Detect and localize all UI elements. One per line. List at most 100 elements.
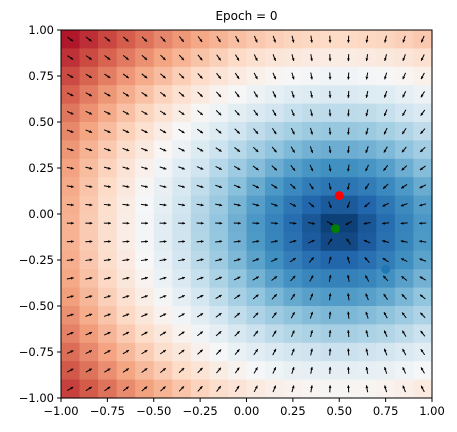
gradient-arrow-head — [420, 367, 424, 371]
gradient-arrow-head — [328, 58, 332, 62]
gradient-arrow-head — [383, 149, 387, 153]
gradient-arrow-head — [401, 149, 405, 153]
gradient-arrow-head — [347, 58, 350, 62]
gradient-arrow-head — [181, 295, 185, 298]
gradient-arrow-head — [145, 185, 148, 188]
gradient-arrow-head — [328, 293, 332, 297]
gradient-arrow-head — [107, 166, 111, 170]
gradient-arrow-head — [273, 294, 277, 298]
gradient-arrow-head — [420, 330, 424, 334]
gradient-arrow-head — [273, 367, 276, 371]
gradient-arrow-head — [346, 186, 350, 190]
gradient-arrow-head — [236, 112, 240, 116]
gradient-arrow-head — [70, 56, 74, 60]
y-tick-label: 0.75 — [28, 69, 54, 83]
gradient-arrow-head — [163, 276, 167, 280]
gradient-arrow-head — [291, 39, 295, 43]
gradient-arrow-head — [365, 58, 369, 62]
gradient-arrow-head — [71, 203, 74, 207]
gradient-arrow-head — [236, 385, 240, 389]
gradient-arrow-head — [163, 203, 167, 207]
gradient-arrow-head — [181, 331, 185, 335]
gradient-arrow-head — [126, 258, 130, 262]
gradient-arrow-head — [346, 293, 350, 297]
gradient-arrow-head — [346, 238, 350, 242]
gradient-arrow-head — [254, 367, 258, 371]
gradient-arrow-head — [70, 130, 74, 133]
gradient-arrow-head — [347, 348, 350, 352]
gradient-arrow-head — [163, 240, 167, 243]
gradient-arrow-head — [383, 275, 387, 279]
gradient-arrow-head — [328, 311, 332, 315]
gradient-arrow-head — [365, 113, 369, 117]
gradient-arrow-head — [365, 275, 368, 279]
gradient-arrow-head — [365, 385, 369, 389]
gradient-arrow-head — [219, 203, 223, 207]
gradient-arrow-head — [255, 112, 258, 116]
gradient-arrow-head — [218, 331, 222, 335]
y-tick-label: −0.75 — [19, 345, 54, 359]
gradient-arrow-head — [219, 258, 223, 262]
gradient-arrow-head — [310, 275, 314, 279]
gradient-arrow-head — [218, 385, 221, 389]
gradient-arrow-head — [200, 258, 204, 262]
gradient-arrow-head — [107, 38, 111, 42]
gradient-arrow-head — [292, 149, 295, 153]
gradient-arrow-head — [365, 76, 369, 80]
gradient-arrow-head — [310, 149, 314, 153]
gradient-arrow-head — [273, 76, 276, 80]
gradient-arrow-head — [328, 366, 332, 370]
gradient-arrow-head — [181, 313, 185, 317]
gradient-arrow-head — [181, 276, 185, 280]
gradient-arrow-head — [125, 57, 129, 60]
y-axis: 1.00 0.75 0.50 0.25 0.00 −0.25 −0.50 −0.75 −1.00 — [19, 23, 61, 405]
gradient-arrow-head — [401, 167, 405, 171]
gradient-arrow-head — [384, 58, 387, 61]
gradient-arrow-head — [237, 149, 240, 152]
gradient-arrow-head — [162, 386, 166, 390]
gradient-arrow-head — [200, 240, 204, 243]
gradient-arrow-head — [310, 168, 314, 172]
gradient-arrow-head — [89, 221, 93, 225]
gradient-arrow-head — [89, 166, 93, 170]
gradient-arrow-head — [181, 148, 185, 152]
gradient-arrow-head — [144, 75, 148, 79]
gradient-arrow-head — [292, 167, 295, 171]
gradient-arrow-head — [346, 150, 350, 154]
gradient-arrow-head — [144, 93, 148, 97]
gradient-arrow-head — [255, 294, 259, 298]
gradient-arrow-head — [218, 313, 222, 316]
gradient-arrow-head — [144, 313, 148, 317]
gradient-arrow-head — [365, 366, 369, 370]
gradient-arrow-head — [275, 221, 278, 225]
gradient-arrow-head — [364, 257, 368, 261]
gradient-arrow-head — [70, 111, 74, 115]
gradient-arrow-head — [236, 57, 240, 61]
gradient-arrow-head — [400, 203, 404, 207]
gradient-arrow-head — [144, 368, 148, 372]
gradient-arrow-head — [71, 240, 74, 243]
gradient-arrow-head — [181, 57, 184, 61]
gradient-arrow-head — [70, 75, 74, 78]
data-point — [331, 224, 341, 234]
gradient-arrow-head — [89, 148, 93, 152]
gradient-arrow-head — [347, 39, 350, 43]
gradient-arrow-head — [144, 295, 148, 298]
gradient-arrow-head — [88, 75, 92, 78]
gradient-arrow-head — [291, 367, 295, 371]
gradient-arrow-head — [255, 185, 259, 189]
gradient-arrow-head — [328, 330, 332, 333]
gradient-arrow-head — [255, 330, 258, 334]
gradient-arrow-head — [419, 240, 423, 243]
gradient-arrow-head — [347, 95, 350, 98]
y-tick-label: 0.25 — [28, 161, 54, 175]
gradient-arrow-head — [144, 331, 148, 335]
x-tick-label: −0.50 — [136, 404, 171, 418]
gradient-arrow-head — [255, 349, 258, 353]
gradient-arrow-head — [88, 368, 92, 372]
gradient-arrow-head — [236, 75, 240, 79]
gradient-arrow-head — [383, 312, 387, 316]
gradient-arrow-head — [70, 185, 74, 188]
gradient-arrow-head — [70, 258, 74, 262]
